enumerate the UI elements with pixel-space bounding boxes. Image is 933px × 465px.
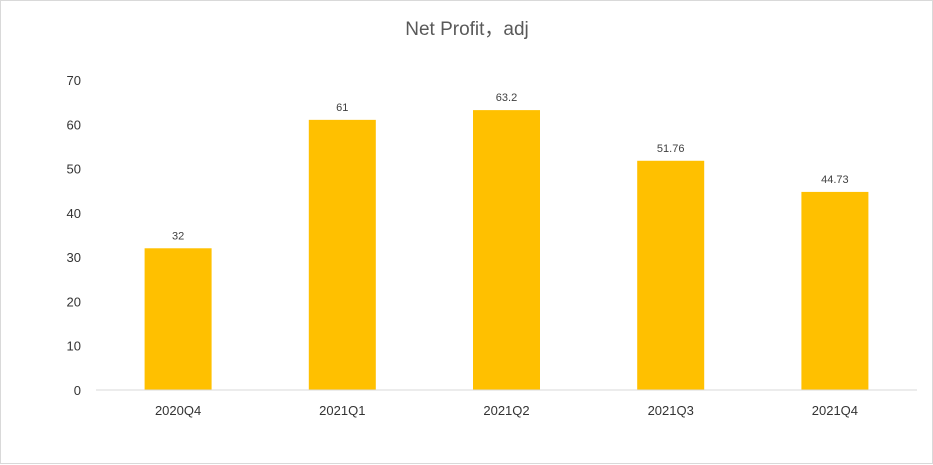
bar-2020q4 <box>144 248 212 390</box>
bar-2021q3 <box>637 160 705 390</box>
y-tick-label: 70 <box>67 73 81 88</box>
y-tick-label: 50 <box>67 162 81 177</box>
bar-2021q4 <box>801 191 869 390</box>
data-label: 63.2 <box>496 92 517 104</box>
data-label: 44.73 <box>821 174 849 186</box>
y-tick-label: 30 <box>67 250 81 265</box>
data-label: 32 <box>172 230 184 242</box>
y-tick-label: 40 <box>67 206 81 221</box>
y-tick-label: 60 <box>67 117 81 132</box>
bar-2021q2 <box>473 110 540 390</box>
y-tick-label: 20 <box>67 294 81 309</box>
y-tick-label: 0 <box>74 383 81 398</box>
bar-2021q1 <box>308 119 376 390</box>
x-tick-label: 2021Q3 <box>648 403 694 418</box>
x-tick-label: 2021Q4 <box>812 403 858 418</box>
x-tick-label: 2020Q4 <box>155 403 201 418</box>
chart-title: Net Profit，adj <box>405 19 529 40</box>
x-tick-label: 2021Q1 <box>319 403 365 418</box>
data-label: 51.76 <box>657 143 685 155</box>
y-tick-label: 10 <box>67 339 81 354</box>
x-axis: 2020Q4 2021Q1 2021Q2 2021Q3 2021Q4 <box>155 403 858 418</box>
x-tick-label: 2021Q2 <box>483 403 529 418</box>
data-label: 61 <box>336 102 348 114</box>
bars: 32 61 63.2 51.76 44.73 <box>144 92 869 390</box>
y-axis: 0 10 20 30 40 50 60 70 <box>67 73 81 398</box>
